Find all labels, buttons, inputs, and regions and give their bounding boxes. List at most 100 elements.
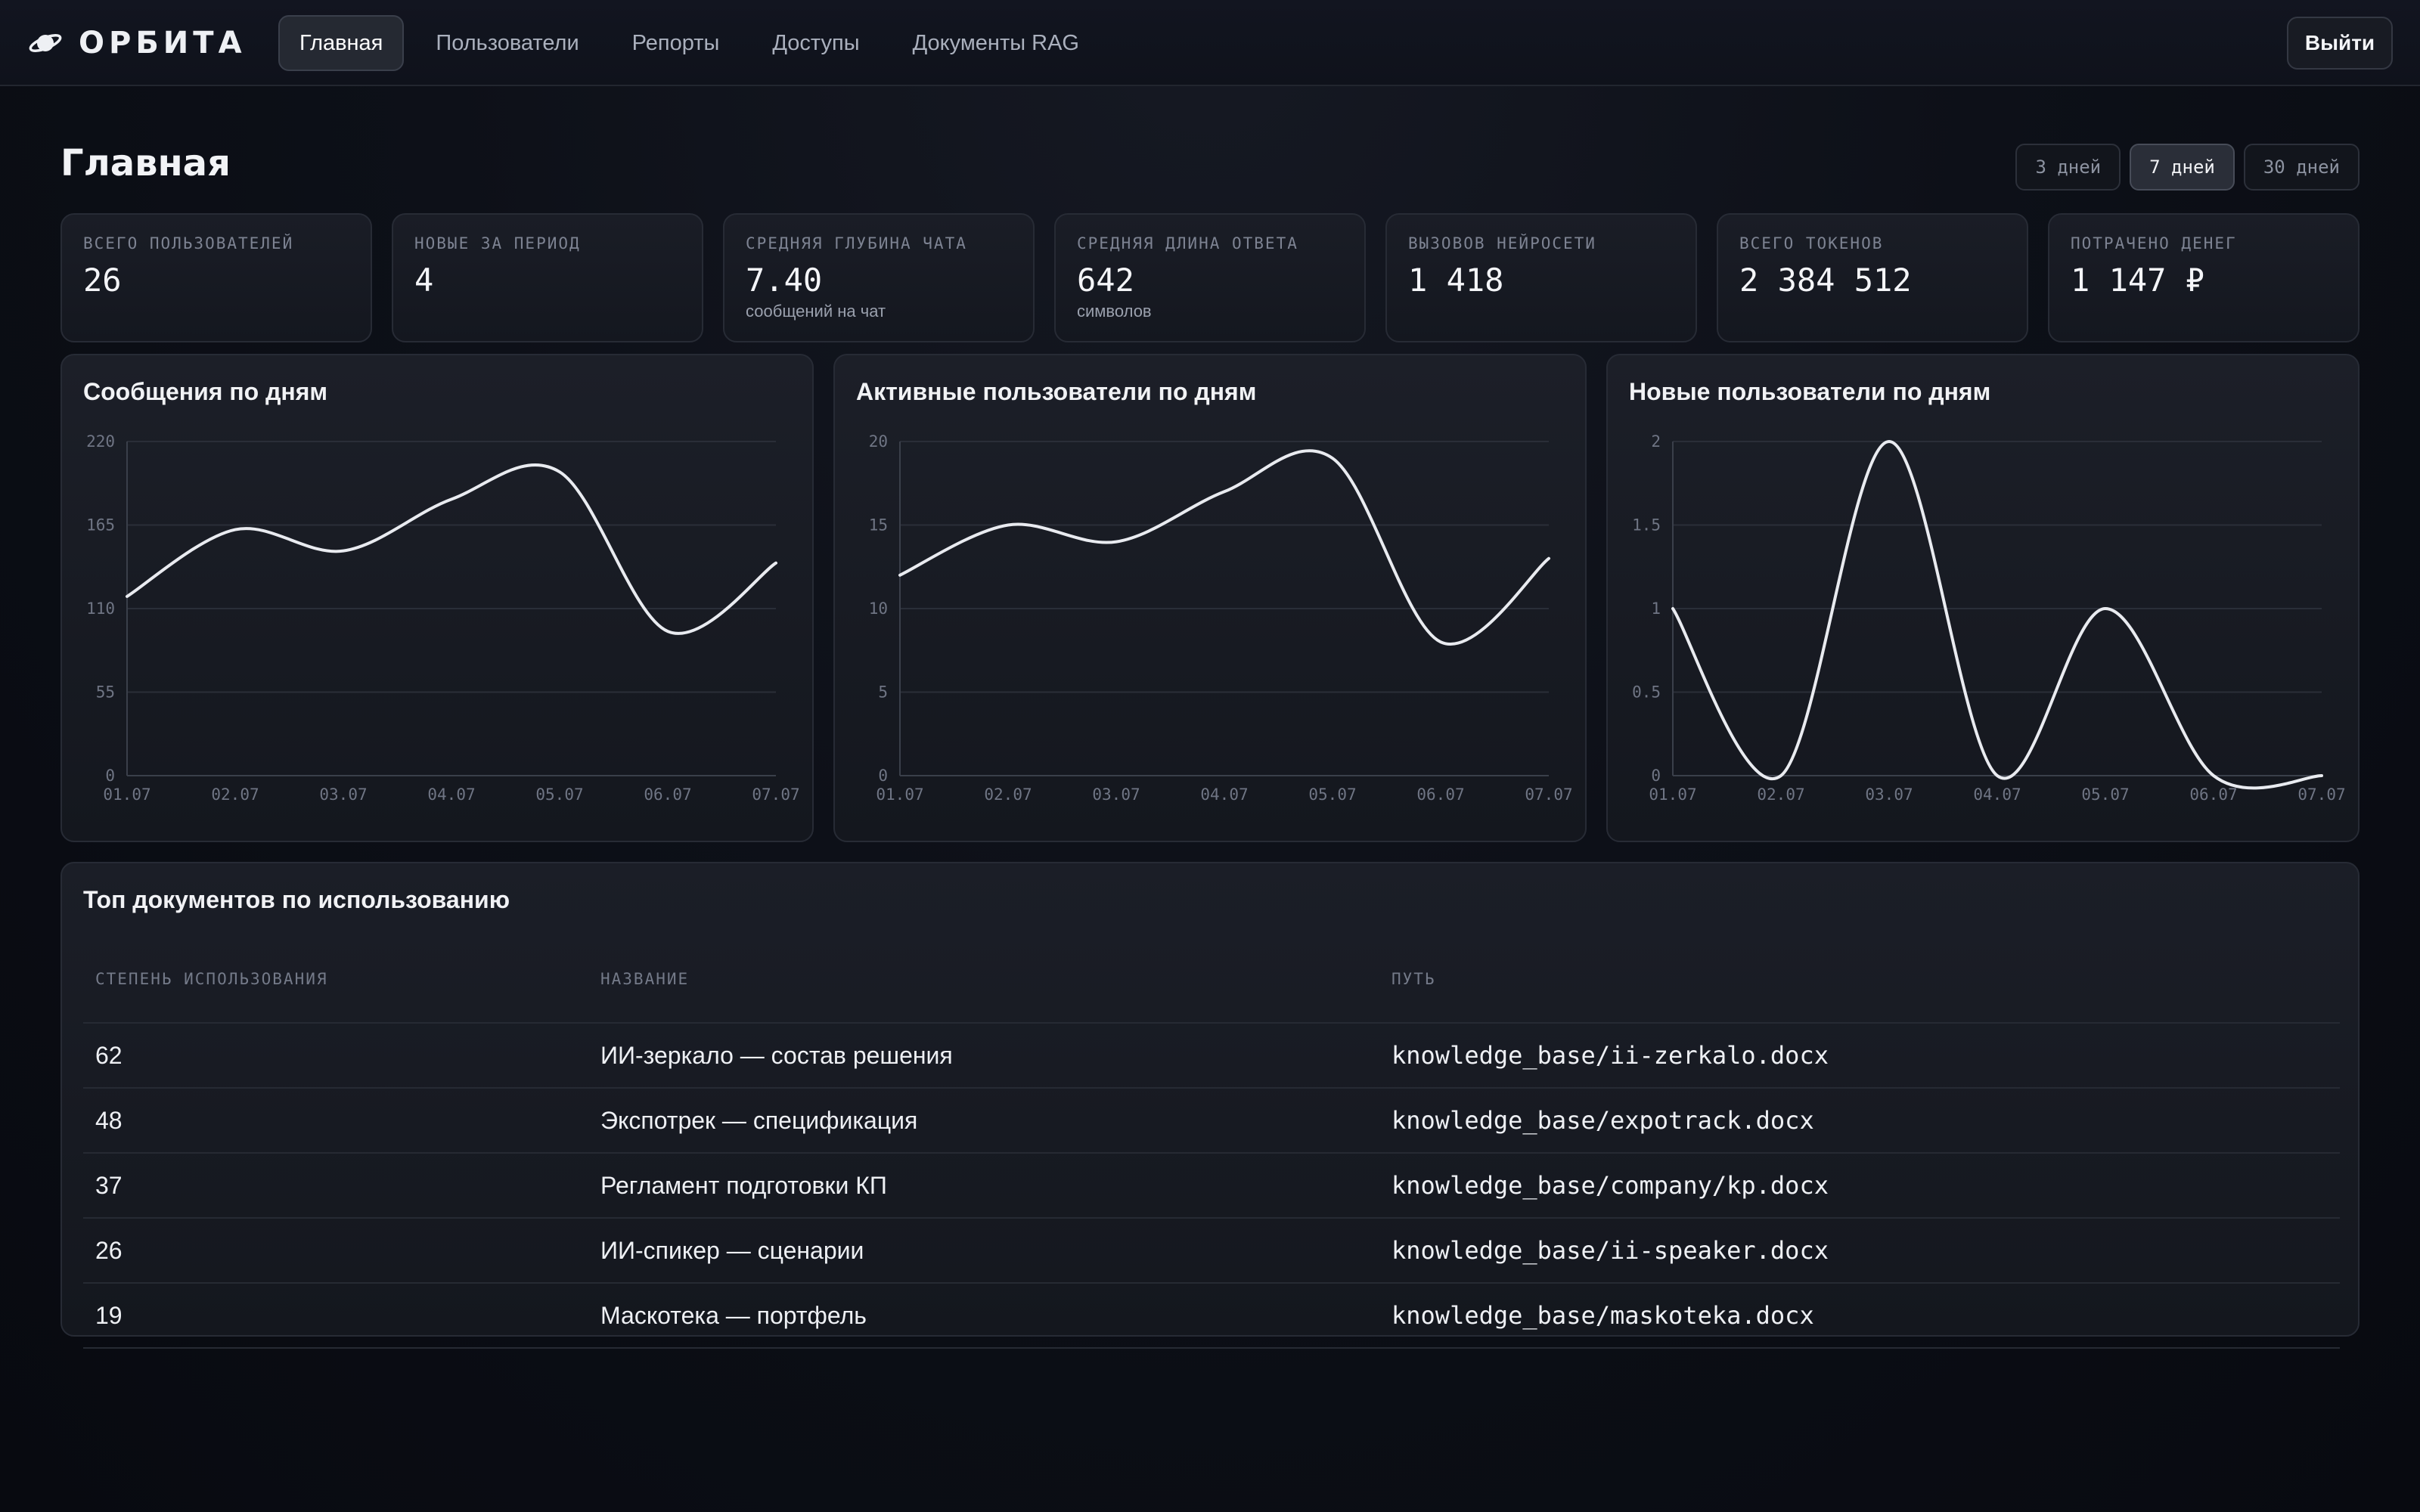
- charts-row: Сообщения по дням 0 55 110 165 220 01.07 02.07…: [60, 354, 2360, 842]
- x-tick-label: 02.07: [984, 785, 1032, 804]
- cell-usage: 19: [95, 1301, 123, 1329]
- chart-card-active-users: Активные пользователи по дням 0 5 10 15 20 01…: [833, 354, 1587, 842]
- series-line: [1671, 439, 2323, 790]
- y-tick-label: 10: [869, 600, 888, 618]
- x-tick-label: 02.07: [1757, 785, 1804, 804]
- x-tick-label: 02.07: [211, 785, 259, 804]
- chart-card-new-users: Новые пользователи по дням 0 0.5 1 1.5 2 01.0…: [1606, 354, 2360, 842]
- table-row[interactable]: 19 Маскотека — портфель knowledge_base/m…: [83, 1284, 2340, 1349]
- table-row[interactable]: 62 ИИ-зеркало — состав решения knowledge…: [83, 1024, 2340, 1089]
- kpi-subtitle: символов: [1077, 302, 1152, 321]
- nav-item-access[interactable]: Доступы: [772, 30, 860, 55]
- kpi-label: Средняя глубина чата: [746, 234, 967, 253]
- series-line: [898, 449, 1550, 646]
- y-tick-label: 220: [86, 432, 115, 451]
- column-header-usage[interactable]: Степень использования: [95, 970, 328, 988]
- cell-usage: 48: [95, 1106, 123, 1134]
- x-tick-label: 05.07: [1308, 785, 1356, 804]
- y-tick-label: 0.5: [1632, 683, 1661, 702]
- range-30-days-button[interactable]: 30 дней: [2243, 144, 2360, 191]
- kpi-card-llm-calls: Вызовов нейросети 1 418: [1385, 213, 1697, 342]
- cell-path: knowledge_base/ii-zerkalo.docx: [1392, 1041, 1829, 1070]
- table-title: Топ документов по использованию: [83, 886, 510, 913]
- kpi-card-new-users: Новые за период 4: [392, 213, 703, 342]
- x-tick-label: 06.07: [644, 785, 691, 804]
- kpi-label: Всего токенов: [1739, 234, 1884, 253]
- x-tick-label: 05.07: [2081, 785, 2129, 804]
- kpi-card-chat-depth: Средняя глубина чата 7.40 сообщений на ч…: [723, 213, 1035, 342]
- kpi-label: Всего пользователей: [83, 234, 294, 253]
- y-tick-label: 1.5: [1632, 516, 1661, 534]
- app-logo[interactable]: ОРБИТА: [27, 20, 247, 67]
- kpi-value: 1 418: [1408, 262, 1504, 299]
- page-title: Главная: [60, 142, 231, 184]
- range-3-days-button[interactable]: 3 дней: [2015, 144, 2121, 191]
- nav-item-rag-docs[interactable]: Документы RAG: [912, 30, 1079, 55]
- kpi-card-total-users: Всего пользователей 26: [60, 213, 372, 342]
- cell-name: Регламент подготовки КП: [600, 1171, 887, 1199]
- y-tick-label: 15: [869, 516, 888, 534]
- kpi-card-money-spent: Потрачено денег 1 147 ₽: [2048, 213, 2360, 342]
- column-header-name[interactable]: Название: [600, 970, 690, 988]
- top-documents-card: Топ документов по использованию Степень …: [60, 862, 2360, 1349]
- messages-chart: 0 55 110 165 220 01.07 02.07 03.07 04.07 05.07 06.…: [86, 432, 800, 804]
- top-documents-table: Степень использования Название Путь 62 И…: [83, 936, 2340, 1349]
- kpi-label: Вызовов нейросети: [1408, 234, 1596, 253]
- y-tick-label: 165: [86, 516, 115, 534]
- y-tick-label: 1: [1651, 600, 1661, 618]
- kpi-value: 26: [83, 262, 122, 299]
- active-users-chart: 0 5 10 15 20 01.07 02.07 03.07 04.07 05.07 06.07 07…: [869, 432, 1573, 804]
- kpi-card-total-tokens: Всего токенов 2 384 512: [1717, 213, 2028, 342]
- kpi-value: 4: [414, 262, 434, 299]
- nav-item-users[interactable]: Пользователи: [436, 30, 579, 55]
- table-row[interactable]: 26 ИИ-спикер — сценарии knowledge_base/i…: [83, 1219, 2340, 1284]
- kpi-value: 2 384 512: [1739, 262, 1912, 299]
- y-tick-label: 0: [1651, 767, 1661, 785]
- chart-card-messages: Сообщения по дням 0 55 110 165 220 01.07 02.07…: [60, 354, 814, 842]
- kpi-label: Средняя длина ответа: [1077, 234, 1298, 253]
- kpi-label: Новые за период: [414, 234, 581, 253]
- cell-usage: 62: [95, 1041, 123, 1069]
- y-tick-label: 110: [86, 600, 115, 618]
- x-tick-label: 07.07: [2297, 785, 2345, 804]
- kpi-row: Всего пользователей 26 Новые за период 4…: [60, 213, 2360, 342]
- x-tick-label: 01.07: [876, 785, 923, 804]
- range-7-days-button[interactable]: 7 дней: [2130, 144, 2235, 191]
- top-bar: ОРБИТА Главная Пользователи Репорты Дост…: [0, 0, 2420, 86]
- x-tick-label: 06.07: [2189, 785, 2237, 804]
- y-tick-label: 0: [878, 767, 888, 785]
- x-tick-label: 07.07: [1525, 785, 1572, 804]
- x-tick-label: 03.07: [319, 785, 367, 804]
- x-tick-label: 03.07: [1865, 785, 1913, 804]
- chart-title: Сообщения по дням: [83, 378, 328, 405]
- cell-name: ИИ-спикер — сценарии: [600, 1236, 864, 1264]
- kpi-value: 642: [1077, 262, 1134, 299]
- main-nav: Главная Пользователи Репорты Доступы Док…: [278, 15, 1100, 71]
- y-tick-label: 5: [878, 683, 888, 702]
- table-header: Степень использования Название Путь: [83, 936, 2340, 1024]
- y-tick-label: 55: [96, 683, 115, 702]
- kpi-value: 1 147 ₽: [2071, 262, 2205, 299]
- kpi-subtitle: сообщений на чат: [746, 302, 886, 321]
- cell-name: Экспотрек — спецификация: [600, 1106, 918, 1134]
- nav-item-home[interactable]: Главная: [278, 15, 405, 71]
- kpi-label: Потрачено денег: [2071, 234, 2237, 253]
- cell-path: knowledge_base/company/kp.docx: [1392, 1171, 1829, 1200]
- table-row[interactable]: 37 Регламент подготовки КП knowledge_bas…: [83, 1154, 2340, 1219]
- cell-usage: 26: [95, 1236, 123, 1264]
- cell-path: knowledge_base/maskoteka.docx: [1392, 1301, 1814, 1330]
- column-header-path[interactable]: Путь: [1392, 970, 1436, 988]
- cell-name: ИИ-зеркало — состав решения: [600, 1041, 953, 1069]
- cell-usage: 37: [95, 1171, 123, 1199]
- new-users-chart: 0 0.5 1 1.5 2 01.07 02.07 03.07 04.07 05.07 06.07 0…: [1632, 432, 2346, 804]
- cell-path: knowledge_base/ii-speaker.docx: [1392, 1236, 1829, 1265]
- period-selector: 3 дней 7 дней 30 дней: [2015, 144, 2360, 191]
- logout-button[interactable]: Выйти: [2287, 17, 2393, 70]
- nav-item-reports[interactable]: Репорты: [631, 30, 720, 55]
- x-tick-label: 04.07: [1973, 785, 2021, 804]
- x-tick-label: 04.07: [1200, 785, 1248, 804]
- y-tick-label: 2: [1651, 432, 1661, 451]
- x-tick-label: 01.07: [103, 785, 150, 804]
- cell-path: knowledge_base/expotrack.docx: [1392, 1106, 1814, 1135]
- table-row[interactable]: 48 Экспотрек — спецификация knowledge_ba…: [83, 1089, 2340, 1154]
